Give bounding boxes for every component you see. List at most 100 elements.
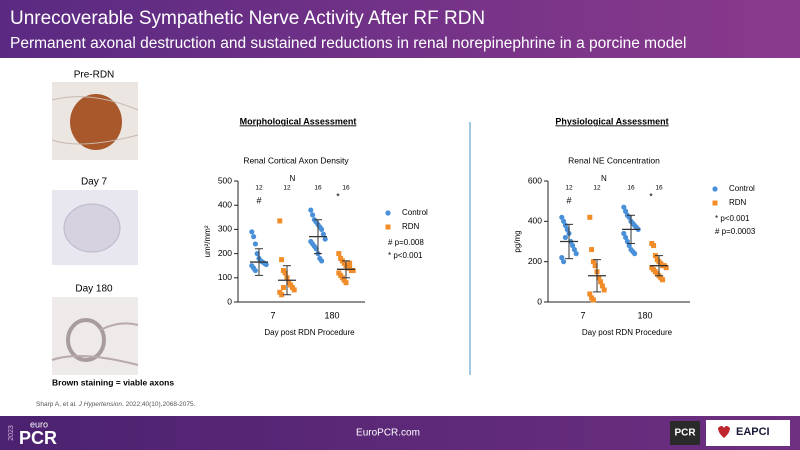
legend-label: Control <box>402 208 428 217</box>
data-point <box>598 279 604 285</box>
citation: Sharp A, et al. J Hypertension. 2022;40(… <box>36 401 196 408</box>
data-point <box>319 226 325 232</box>
data-point <box>663 265 669 271</box>
footer-brand-top: euro <box>30 419 48 429</box>
x-tick-label: 180 <box>637 310 652 320</box>
legend-note: # p=0.008 <box>388 238 424 247</box>
count-label: N <box>290 174 296 183</box>
legend-swatch <box>385 224 391 230</box>
data-point <box>291 287 297 293</box>
legend-label: RDN <box>729 198 747 207</box>
tissue <box>51 96 139 145</box>
data-point <box>252 267 258 274</box>
image-label: Day 7 <box>81 177 108 188</box>
y-axis-label: um²/mm² <box>203 225 212 257</box>
caption: Brown staining = viable axons <box>52 377 174 387</box>
title: Unrecoverable Sympathetic Nerve Activity… <box>10 8 485 29</box>
logo: PCR <box>674 428 696 439</box>
y-tick-label: 200 <box>528 256 542 266</box>
count: 16 <box>627 185 635 192</box>
data-point <box>573 251 579 257</box>
footer-band <box>0 416 800 450</box>
y-tick-label: 100 <box>218 272 232 282</box>
data-point <box>282 270 288 276</box>
x-axis-label: Day post RDN Procedure <box>264 328 355 337</box>
data-point <box>621 230 627 237</box>
section-heading: Morphological Assessment <box>240 116 357 126</box>
citation-authors: Sharp A, et al. <box>36 401 77 408</box>
y-tick-label: 400 <box>528 216 542 226</box>
data-point <box>249 229 255 235</box>
data-point <box>571 246 578 253</box>
y-tick-label: 500 <box>218 175 232 185</box>
annotation: * <box>649 191 653 201</box>
logo-heart <box>718 426 730 438</box>
x-tick-label: 7 <box>580 310 585 320</box>
x-axis-label: Day post RDN Procedure <box>582 328 673 337</box>
legend-note: # p=0.0003 <box>715 227 756 236</box>
y-tick-label: 0 <box>227 296 232 306</box>
annotation: # <box>256 195 261 205</box>
count: 16 <box>314 185 322 192</box>
nerve <box>63 203 121 253</box>
citation-journal: J Hypertension <box>78 401 123 408</box>
data-point <box>626 242 632 249</box>
footer-url: EuroPCR.com <box>356 428 420 439</box>
x-tick-label: 180 <box>324 310 339 320</box>
image-label: Pre-RDN <box>74 70 115 81</box>
data-point <box>319 258 325 264</box>
data-point <box>623 208 629 214</box>
data-point <box>310 212 316 218</box>
data-point <box>632 251 638 257</box>
data-point <box>621 204 627 210</box>
section-heading: Physiological Assessment <box>555 116 668 126</box>
data-point <box>279 257 285 263</box>
tissue <box>51 322 139 366</box>
data-point <box>624 238 631 245</box>
legend-swatch <box>385 210 391 216</box>
data-point <box>570 242 576 249</box>
data-point <box>562 234 569 241</box>
data-point <box>561 218 567 224</box>
data-point <box>350 268 356 274</box>
data-point <box>322 236 328 242</box>
header-band <box>0 0 800 58</box>
citation-details: . 2022;40(10),2068-2075. <box>122 401 196 408</box>
axon-bundle <box>70 94 122 150</box>
data-point <box>277 218 283 224</box>
data-point <box>320 231 326 237</box>
chart-title: Renal Cortical Axon Density <box>243 155 349 165</box>
count-label: N <box>601 174 607 183</box>
data-point <box>596 275 602 281</box>
chart-title: Renal NE Concentration <box>568 155 660 165</box>
data-point <box>587 291 593 297</box>
count: 12 <box>565 185 573 192</box>
data-point <box>279 292 285 298</box>
footer-year: 2023 <box>8 425 15 441</box>
data-point <box>599 283 605 289</box>
data-point <box>601 287 607 293</box>
data-point <box>623 234 629 241</box>
histology-image <box>52 297 138 375</box>
data-point <box>280 284 286 290</box>
data-point <box>347 260 353 266</box>
count: 16 <box>342 185 350 192</box>
data-point <box>660 277 666 283</box>
legend-swatch <box>712 200 718 206</box>
data-point <box>308 207 314 213</box>
data-point <box>343 280 349 286</box>
logo: EAPCI <box>736 426 770 438</box>
data-point <box>559 214 565 220</box>
data-point <box>561 259 567 265</box>
data-point <box>651 243 657 249</box>
data-point <box>590 297 596 303</box>
legend-swatch <box>712 186 718 192</box>
count: 12 <box>593 185 601 192</box>
nerve <box>66 318 106 362</box>
data-point <box>592 263 598 269</box>
count: 12 <box>255 185 263 192</box>
y-tick-label: 0 <box>537 296 542 306</box>
data-point <box>559 255 565 261</box>
annotation: * <box>336 191 340 201</box>
